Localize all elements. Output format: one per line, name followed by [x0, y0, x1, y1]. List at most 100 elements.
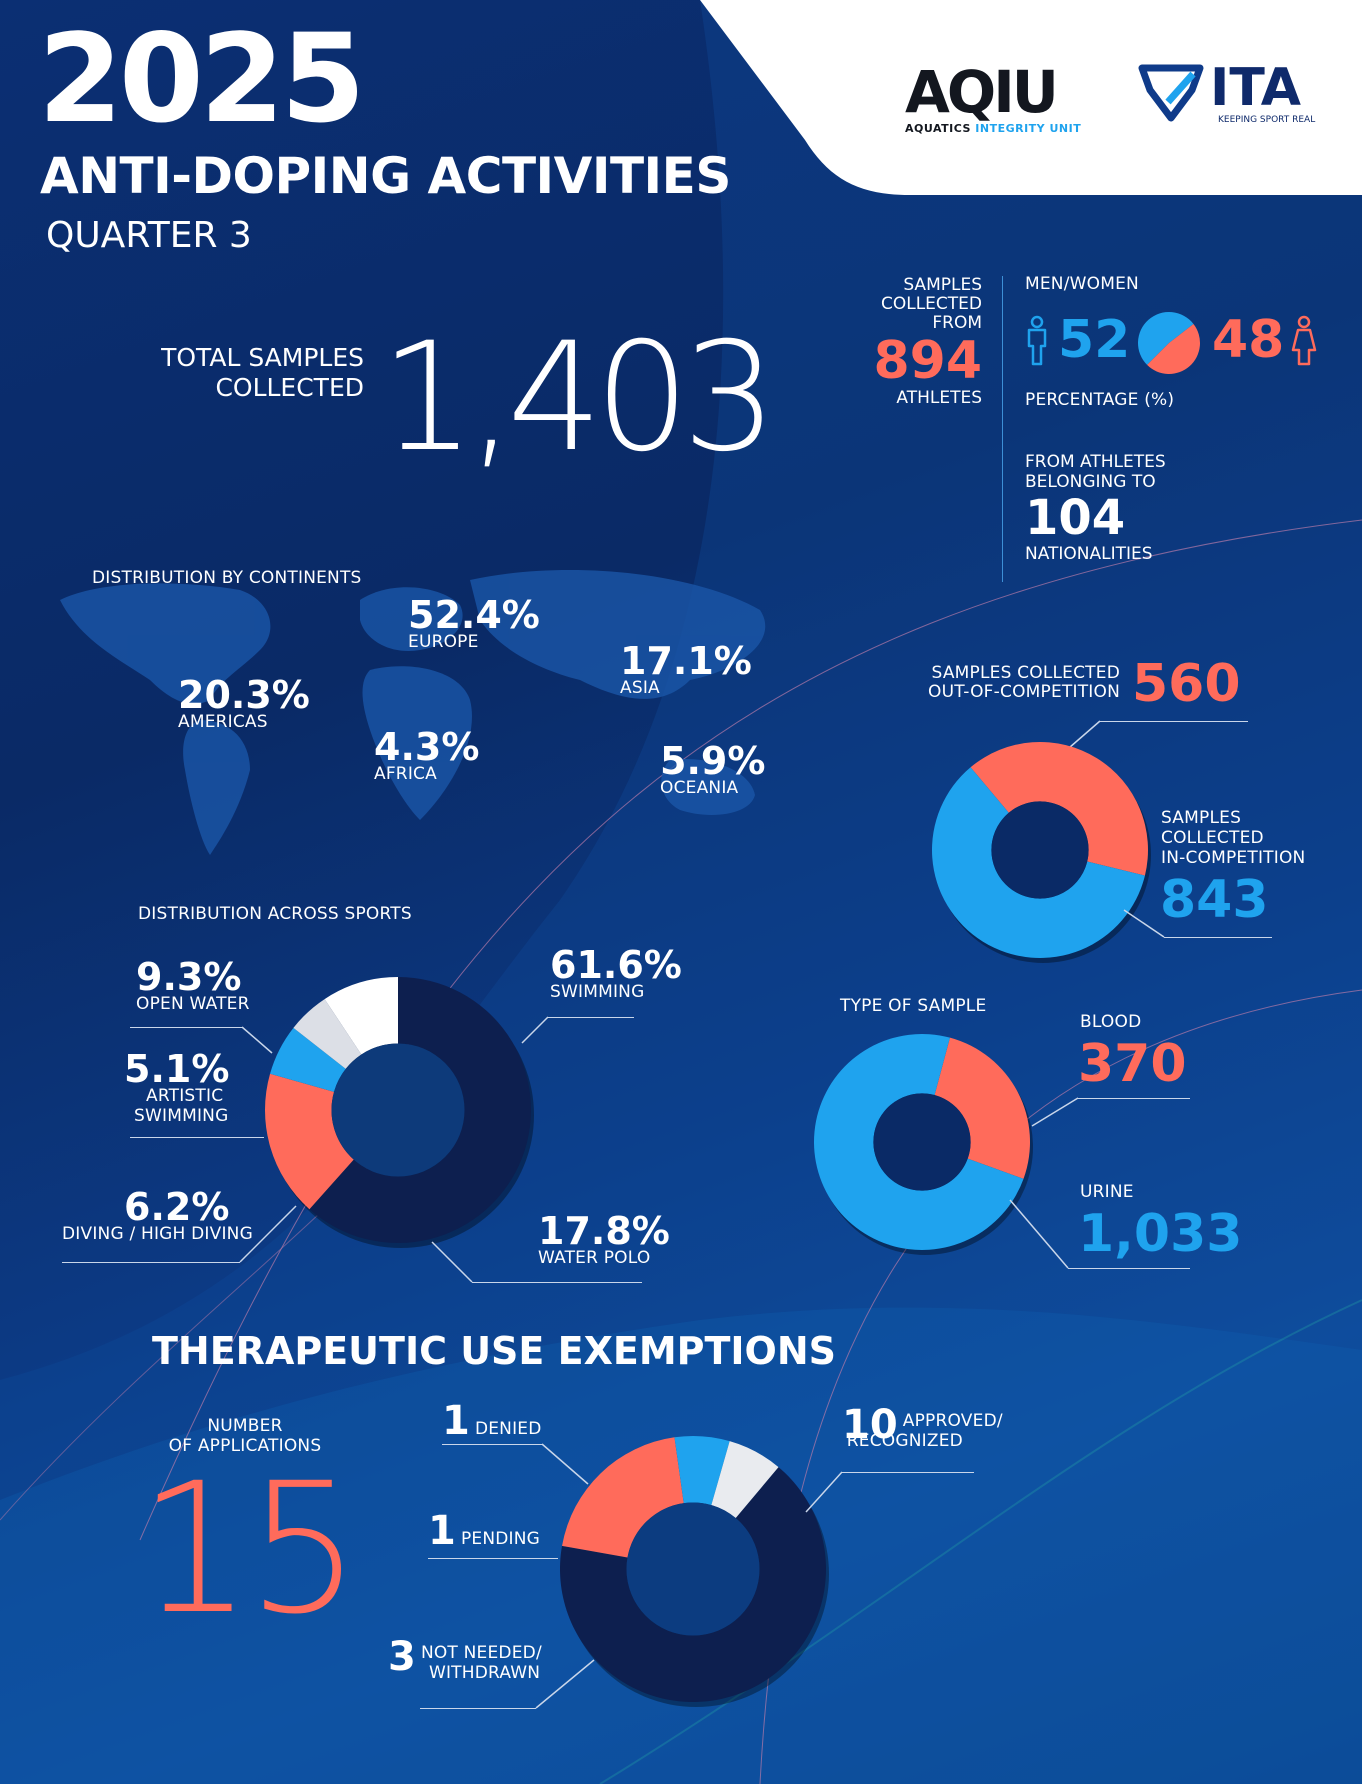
ic-label: SAMPLES COLLECTED IN-COMPETITION — [1161, 808, 1305, 868]
donut-hole — [991, 801, 1089, 899]
slice-swimming — [309, 977, 531, 1243]
athletes-value: 894 — [873, 331, 982, 391]
sample-type-donut-chart — [814, 1034, 1033, 1255]
nationalities-label-1: FROM ATHLETES — [1025, 452, 1166, 472]
urine-leader-diagonal — [1009, 1199, 1069, 1269]
continents-title: DISTRIBUTION BY CONTINENTS — [92, 568, 362, 588]
swimming-leader-line — [548, 1017, 634, 1018]
slice-men — [1138, 311, 1194, 365]
tue-approved-value: 10 — [842, 1402, 898, 1448]
tue-apps-value: 15 — [138, 1445, 361, 1654]
header-year: 2025 — [38, 8, 366, 150]
sports-donut-chart — [265, 977, 534, 1248]
ic-leader-line — [1164, 937, 1272, 938]
tue-approved-label-1: APPROVED/ — [902, 1411, 1003, 1431]
continent-americas-name: AMERICAS — [178, 712, 268, 732]
total-samples-label-2: COLLECTED — [215, 373, 364, 402]
water-polo-leader-line — [472, 1282, 642, 1283]
slice-not-needed-withdrawn — [562, 1437, 684, 1558]
nationalities-label-3: NATIONALITIES — [1025, 544, 1153, 564]
tue-pending-label: PENDING — [460, 1529, 541, 1549]
swimming-leader-diagonal — [521, 1016, 549, 1044]
continent-oceania-name: OCEANIA — [660, 778, 739, 798]
blood-leader-line — [1078, 1098, 1190, 1099]
tue-approved-leader-diagonal — [805, 1471, 843, 1513]
ooc-value: 560 — [1132, 654, 1241, 714]
tue-apps-label-1: NUMBER — [207, 1416, 283, 1436]
stats-divider — [1002, 276, 1003, 582]
sport-artistic-name-1: ARTISTIC — [146, 1086, 224, 1106]
athletes-label-3: FROM — [932, 313, 982, 333]
tue-not-needed-leader-diagonal — [535, 1659, 595, 1709]
aqiu-logo-text: AQUATICS INTEGRITY UNIT — [905, 122, 1081, 135]
blood-value: 370 — [1078, 1034, 1187, 1094]
tue-denied-leader-line — [442, 1444, 542, 1445]
ita-logo-mark: ITA — [1210, 58, 1302, 118]
urine-leader-line — [1068, 1268, 1190, 1269]
continent-americas: 20.3% AMERICAS — [178, 674, 310, 732]
ita-shield-icon — [1138, 64, 1204, 122]
nationalities-label-2: BELONGING TO — [1025, 472, 1156, 492]
world-map-icon — [60, 570, 766, 855]
continent-asia-name: ASIA — [620, 678, 660, 698]
continent-asia-value: 17.1% — [620, 639, 752, 683]
continent-africa: 4.3% AFRICA — [374, 726, 479, 784]
sport-water-polo: 17.8% WATER POLO — [538, 1210, 670, 1268]
sport-open-water-value: 9.3% — [136, 955, 242, 999]
total-samples-label-1: TOTAL SAMPLES — [161, 343, 364, 372]
continent-europe-value: 52.4% — [408, 593, 540, 637]
aqiu-text-integrity: INTEGRITY UNIT — [975, 122, 1082, 135]
continent-europe-name: EUROPE — [408, 632, 479, 652]
slice-water-polo — [265, 1073, 354, 1210]
tue-not-needed-value: 3 — [388, 1634, 416, 1680]
tue-pending-leader-line — [428, 1558, 558, 1559]
slice-in-competition — [932, 767, 1145, 958]
sport-artistic-name: ARTISTIC SWIMMING — [124, 1086, 229, 1126]
slice-blood — [934, 1037, 1030, 1179]
continent-americas-value: 20.3% — [178, 673, 310, 717]
total-samples-value: 1,403 — [380, 311, 777, 485]
man-icon — [1027, 315, 1047, 366]
athletes-block: SAMPLES COLLECTED FROM 894 ATHLETES — [840, 276, 982, 408]
slice-artistic-swimming — [293, 999, 362, 1069]
urine-label: URINE — [1080, 1182, 1134, 1202]
sport-artistic-name-2: SWIMMING — [134, 1106, 229, 1126]
slice-denied — [711, 1441, 779, 1519]
diving-leader-line — [62, 1262, 240, 1263]
tue-apps-label: NUMBER OF APPLICATIONS — [150, 1416, 340, 1456]
competition-donut-chart — [932, 742, 1151, 963]
blood-label: BLOOD — [1080, 1012, 1142, 1032]
continent-oceania: 5.9% OCEANIA — [660, 740, 765, 798]
tue-approved-label-2: RECOGNIZED — [846, 1431, 963, 1451]
header-subtitle: QUARTER 3 — [46, 215, 252, 256]
athletes-label-1: SAMPLES — [903, 275, 982, 295]
continent-europe: 52.4% EUROPE — [408, 594, 540, 652]
sport-diving-value: 6.2% — [124, 1185, 230, 1229]
water-polo-leader-diagonal — [431, 1241, 473, 1283]
ic-leader-diagonal — [1123, 909, 1165, 938]
open-water-leader-line — [130, 1027, 242, 1028]
aqiu-logo: AQIU AQUATICS INTEGRITY UNIT — [905, 62, 1081, 135]
ooc-label: SAMPLES COLLECTED OUT-OF-COMPETITION — [880, 664, 1120, 702]
slice-diving-high-diving — [270, 1027, 346, 1092]
sport-diving-name: DIVING / HIGH DIVING — [62, 1224, 253, 1244]
sample-type-title: TYPE OF SAMPLE — [840, 996, 987, 1016]
tue-pending-value: 1 — [428, 1508, 456, 1554]
header-corner-panel — [700, 0, 1362, 195]
open-water-leader-diagonal — [241, 1026, 273, 1054]
tue-not-needed-label: NOT NEEDED/ WITHDRAWN — [421, 1643, 542, 1683]
tue-denied-leader-diagonal — [541, 1443, 589, 1485]
total-samples-label: TOTAL SAMPLES COLLECTED — [120, 343, 364, 403]
diving-leader-diagonal — [239, 1205, 297, 1263]
women-percentage: 48 — [1212, 310, 1285, 370]
urine-value: 1,033 — [1078, 1204, 1243, 1264]
continent-oceania-value: 5.9% — [660, 739, 766, 783]
donut-hole — [331, 1043, 465, 1177]
tue-approved: 10 APPROVED/ RECOGNIZED — [842, 1402, 1003, 1451]
ic-value: 843 — [1160, 870, 1269, 930]
ic-label-3: IN-COMPETITION — [1161, 848, 1306, 868]
nationalities-block: FROM ATHLETES BELONGING TO 104 NATIONALI… — [1025, 452, 1166, 564]
tue-not-needed-label-2: WITHDRAWN — [428, 1663, 541, 1683]
aqiu-text-aquatics: AQUATICS — [905, 122, 971, 135]
